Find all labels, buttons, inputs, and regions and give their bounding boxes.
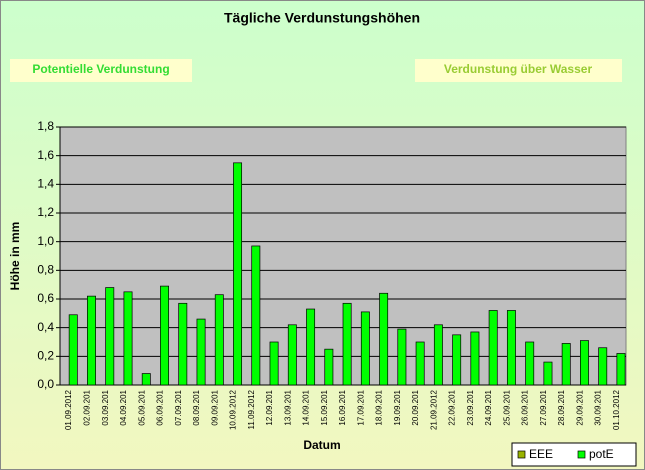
x-tick-label: 02.09.201 — [82, 389, 91, 425]
bar — [433, 324, 443, 386]
y-tick-label: 1,6 — [37, 148, 54, 162]
x-tick-label: 04.09.201 — [119, 389, 128, 425]
bar — [580, 340, 589, 386]
x-tick-label: 08.09.201 — [192, 389, 201, 425]
bar — [233, 162, 243, 386]
x-tick-label: 18.09.201 — [375, 389, 384, 425]
bar — [123, 291, 133, 386]
x-tick-label: 29.09.201 — [575, 389, 584, 425]
legend — [511, 442, 637, 467]
chart-title: Tägliche Verdunstungshöhen — [224, 10, 420, 26]
annotation: Potentielle Verdunstung — [32, 62, 169, 76]
y-tick-label: 0,8 — [37, 263, 54, 277]
bar — [415, 341, 425, 386]
bar — [525, 341, 535, 386]
annotation-box — [415, 59, 622, 82]
x-tick-label: 01.09.2012 — [64, 389, 73, 430]
x-tick-label: 17.09.201 — [356, 389, 365, 425]
bar — [616, 353, 626, 386]
x-tick-label: 26.09.201 — [521, 389, 530, 425]
bar — [160, 285, 169, 386]
y-tick-label: 1,0 — [37, 234, 54, 248]
bar — [141, 373, 151, 386]
x-tick-label: 27.09.201 — [539, 389, 548, 425]
bar — [598, 347, 608, 386]
x-tick-label: 05.09.201 — [137, 389, 146, 425]
x-tick-label: 22.09.201 — [448, 389, 457, 425]
bar — [470, 331, 480, 386]
bar — [379, 292, 389, 386]
x-tick-label: 21.09.2012 — [429, 389, 438, 430]
bar — [488, 310, 498, 386]
x-tick-label: 12.09.201 — [265, 389, 274, 425]
x-tick-label: 06.09.201 — [156, 389, 165, 425]
annotation: Verdunstung über Wasser — [444, 62, 593, 76]
bar — [360, 311, 370, 386]
x-tick-label: 15.09.201 — [320, 389, 329, 425]
bar — [397, 328, 407, 386]
x-tick-label: 07.09.201 — [174, 389, 183, 425]
bar — [105, 287, 115, 386]
y-tick-label: 1,4 — [37, 177, 54, 191]
bar — [87, 295, 96, 386]
y-tick-label: 1,8 — [37, 119, 54, 133]
bar — [68, 314, 78, 386]
y-tick-label: 0,0 — [37, 377, 54, 391]
x-tick-label: 09.09.201 — [210, 389, 219, 425]
legend-label: EEE — [529, 447, 553, 461]
legend-swatch — [517, 450, 526, 459]
x-tick-label: 19.09.201 — [393, 389, 402, 425]
bar — [306, 308, 316, 386]
y-tick-label: 1,2 — [37, 205, 54, 219]
bar — [196, 318, 206, 386]
bar — [543, 361, 553, 386]
bar — [561, 343, 571, 386]
bar — [251, 245, 261, 386]
x-tick-label: 03.09.201 — [101, 389, 110, 425]
x-tick-label: 14.09.201 — [302, 389, 311, 425]
y-tick-label: 0,4 — [37, 320, 54, 334]
x-tick-label: 11.09.2012 — [247, 389, 256, 429]
bar — [178, 302, 188, 386]
bar — [269, 341, 279, 386]
bar — [452, 334, 462, 386]
annotation-box — [10, 59, 192, 82]
x-tick-label: 25.09.201 — [502, 389, 511, 425]
bar — [342, 302, 352, 386]
x-tick-label: 01.10.2012 — [612, 389, 621, 430]
x-tick-label: 10.09.2012 — [229, 389, 238, 430]
x-tick-label: 23.09.201 — [466, 389, 475, 425]
bar — [324, 348, 334, 386]
y-tick-label: 0,6 — [37, 291, 54, 305]
x-tick-label: 20.09.201 — [411, 389, 420, 425]
x-tick-label: 24.09.201 — [484, 389, 493, 425]
bar — [287, 324, 297, 386]
bar — [506, 310, 516, 386]
bar — [214, 294, 224, 386]
legend-label: potE — [589, 447, 614, 461]
x-tick-label: 30.09.201 — [594, 389, 603, 425]
x-tick-label: 28.09.201 — [557, 389, 566, 425]
y-axis-label: Höhe in mm — [8, 222, 22, 291]
x-tick-label: 16.09.201 — [338, 389, 347, 425]
y-tick-label: 0,2 — [37, 349, 54, 363]
legend-swatch — [577, 450, 586, 459]
x-tick-label: 13.09.201 — [283, 389, 292, 425]
x-axis-label: Datum — [303, 438, 340, 452]
